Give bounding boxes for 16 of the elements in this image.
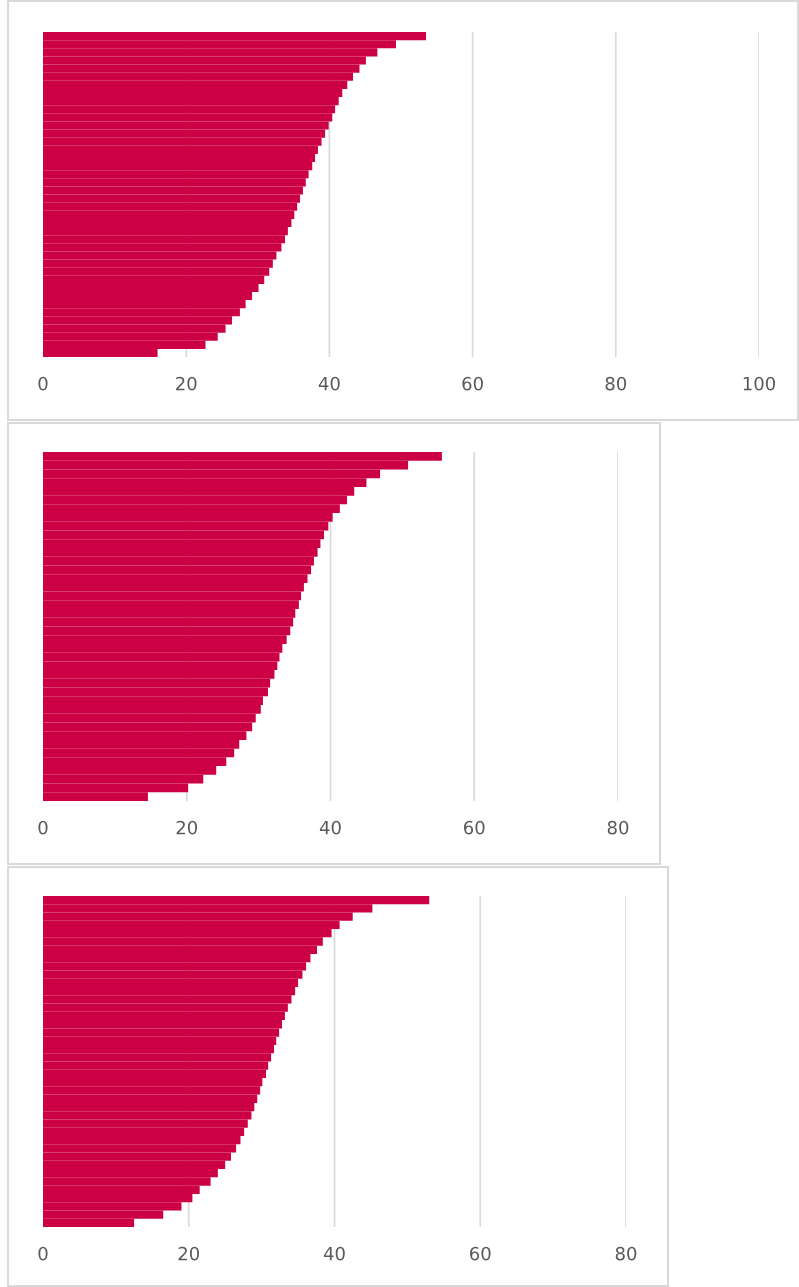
x-tick-label: 80 [605,376,627,391]
x-tick-label: 0 [38,376,48,391]
x-tick-label: 20 [176,820,198,835]
x-tick-label: 40 [323,1246,345,1261]
x-tick-label: 20 [176,376,197,391]
x-tick-label: 60 [464,820,485,835]
x-tick-label: 60 [470,1246,491,1261]
x-tick-label: 80 [607,820,629,835]
x-tick-label: 100 [743,376,776,391]
x-tick-label: 20 [178,1246,200,1261]
x-tick-label: 0 [38,820,48,835]
x-tick-label: 0 [38,1246,48,1261]
x-tick-label: 40 [318,376,340,391]
x-tick-label: 40 [319,820,341,835]
x-tick-label: 80 [615,1246,637,1261]
x-tick-label: 60 [462,376,483,391]
